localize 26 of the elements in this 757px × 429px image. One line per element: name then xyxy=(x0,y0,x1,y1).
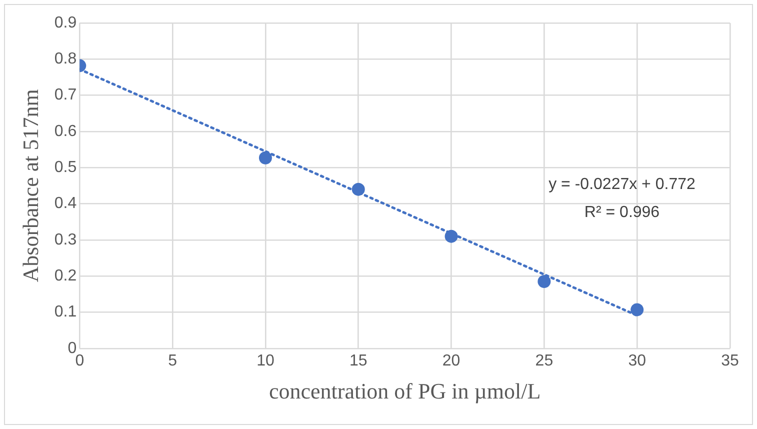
y-tick-label: 0.2 xyxy=(54,267,77,284)
point xyxy=(258,151,272,164)
y-tick-label: 0 xyxy=(68,340,77,357)
y-tick-label: 0.7 xyxy=(54,86,77,104)
x-tick-label: 20 xyxy=(442,352,460,370)
annotation: y = -0.0227x + 0.772 xyxy=(548,176,696,193)
x-tick-label: 5 xyxy=(168,352,178,370)
x-tick-label: 25 xyxy=(535,352,554,370)
point xyxy=(538,275,551,288)
annotation: R² = 0.996 xyxy=(584,204,660,221)
y-tick-label: 0.3 xyxy=(54,231,77,248)
y-tick-label: 0.8 xyxy=(54,50,77,68)
x-tick-label: 35 xyxy=(721,352,739,370)
y-tick-label: 0.4 xyxy=(54,195,77,212)
y-tick-label: 0.5 xyxy=(54,159,77,176)
point xyxy=(444,230,458,243)
x-tick-label: 30 xyxy=(628,352,646,370)
point xyxy=(352,182,365,196)
x-axis-title: concentration of PG in µmol/L xyxy=(268,378,541,404)
y-tick-label: 0.1 xyxy=(54,304,77,321)
x-tick-label: 10 xyxy=(256,352,274,370)
y-axis-title: Absorbance at 517nm xyxy=(18,89,43,282)
y-tick-label: 0.9 xyxy=(54,14,77,32)
y-tick-label: 0.6 xyxy=(54,122,77,140)
x-tick-label: 15 xyxy=(349,352,368,370)
point xyxy=(630,303,644,316)
